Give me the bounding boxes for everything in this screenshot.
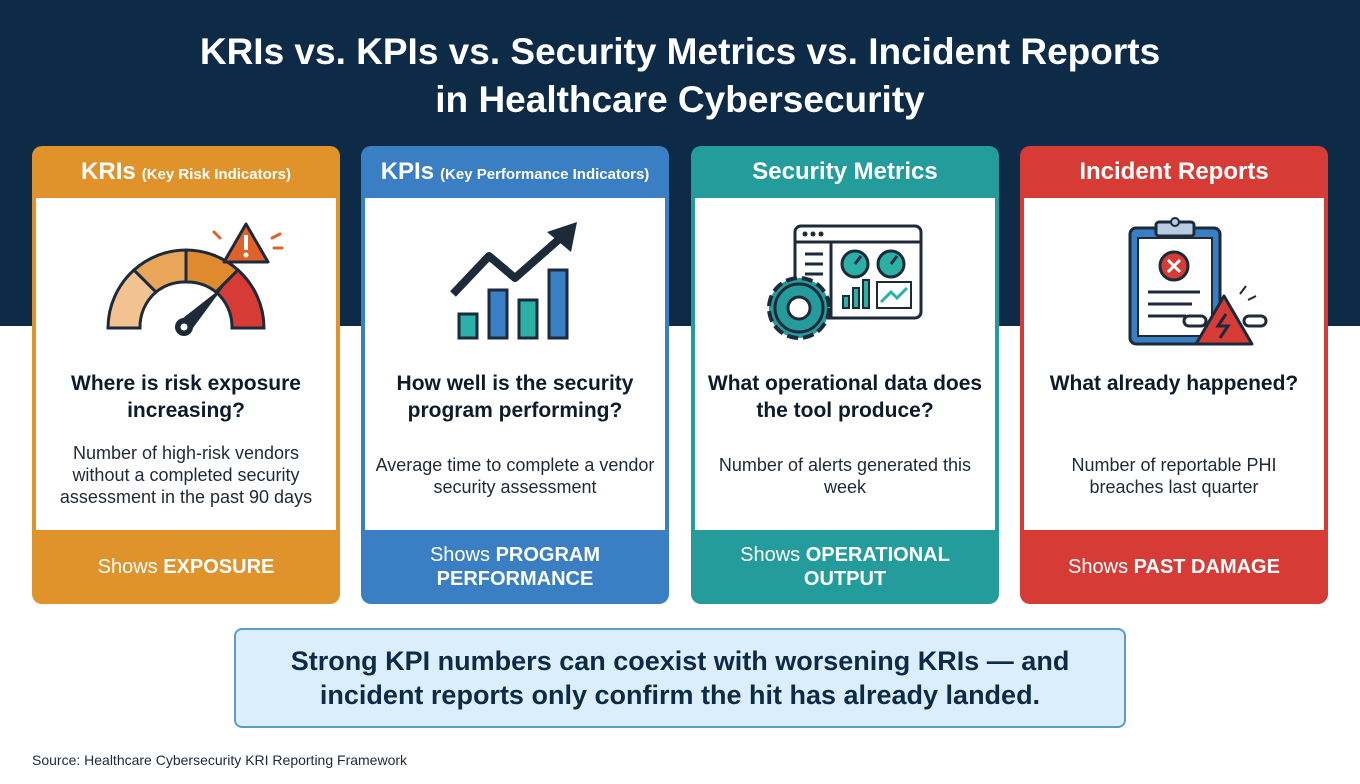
card-kris-footer: Shows EXPOSURE xyxy=(32,532,340,602)
card-incident-reports: Incident Reports What xyxy=(1020,146,1328,604)
card-kpis-heading: KPIs (Key Performance Indicators) xyxy=(361,146,669,198)
card-incident-reports-question: What already happened? xyxy=(1049,372,1299,395)
card-kris-footer-prefix: Shows xyxy=(97,556,158,578)
card-security-metrics-footer-prefix: Shows xyxy=(740,544,801,566)
page-title-line-2: in Healthcare Cybersecurity xyxy=(435,79,925,120)
risk-gauge-warning-icon xyxy=(36,216,336,376)
card-security-metrics-example: Number of alerts generated this week xyxy=(718,455,972,497)
card-incident-reports-footer-prefix: Shows xyxy=(1068,556,1129,578)
card-kpis-subtitle: (Key Performance Indicators) xyxy=(440,165,650,183)
card-kpis-footer: Shows PROGRAM PERFORMANCE xyxy=(361,532,669,602)
bar-chart-trend-up-icon xyxy=(365,216,665,376)
card-security-metrics-panel: What operational data does the tool prod… xyxy=(695,198,995,530)
card-kpis-panel: How well is the security program perform… xyxy=(365,198,665,530)
card-kpis-title: KPIs xyxy=(380,158,435,185)
card-kris: KRIs (Key Risk Indicators) Where is risk… xyxy=(32,146,340,604)
card-kris-subtitle: (Key Risk Indicators) xyxy=(141,165,291,183)
card-kpis-footer-emphasis: PROGRAM PERFORMANCE xyxy=(436,544,601,590)
card-incident-reports-footer-emphasis: PAST DAMAGE xyxy=(1133,556,1280,578)
card-kris-heading: KRIs (Key Risk Indicators) xyxy=(32,146,340,198)
card-kris-title: KRIs xyxy=(81,158,136,185)
card-incident-reports-panel: What already happened? Number of reporta… xyxy=(1024,198,1324,530)
card-security-metrics-footer: Shows OPERATIONAL OUTPUT xyxy=(691,532,999,602)
card-incident-reports-footer: Shows PAST DAMAGE xyxy=(1020,532,1328,602)
card-security-metrics-question: What operational data does the tool prod… xyxy=(707,372,983,422)
card-kris-question: Where is risk exposure increasing? xyxy=(71,372,301,422)
card-security-metrics-footer-emphasis: OPERATIONAL OUTPUT xyxy=(803,544,950,590)
card-incident-reports-heading: Incident Reports xyxy=(1020,146,1328,198)
card-kpis-example: Average time to complete a vendor securi… xyxy=(375,455,655,497)
card-kpis-question: How well is the security program perform… xyxy=(396,372,634,422)
key-takeaway-callout: Strong KPI numbers can coexist with wors… xyxy=(234,628,1126,728)
card-kpis: KPIs (Key Performance Indicators) How we… xyxy=(361,146,669,604)
callout-line-1: Strong KPI numbers can coexist with wors… xyxy=(290,646,1070,676)
page-title-line-1: KRIs vs. KPIs vs. Security Metrics vs. I… xyxy=(199,31,1161,72)
callout-line-2: incident reports only confirm the hit ha… xyxy=(319,680,1041,710)
card-incident-reports-title: Incident Reports xyxy=(1079,158,1269,185)
card-security-metrics: Security Metrics xyxy=(691,146,999,604)
card-kris-panel: Where is risk exposure increasing? Numbe… xyxy=(36,198,336,530)
clipboard-broken-chain-warning-icon xyxy=(1024,216,1324,376)
card-kris-example: Number of high-risk vendors without a co… xyxy=(59,443,313,507)
page-title: KRIs vs. KPIs vs. Security Metrics vs. I… xyxy=(0,28,1360,124)
card-kris-footer-emphasis: EXPOSURE xyxy=(163,556,275,578)
card-security-metrics-title: Security Metrics xyxy=(752,158,938,185)
dashboard-gear-icon xyxy=(695,216,995,376)
card-security-metrics-heading: Security Metrics xyxy=(691,146,999,198)
source-note: Source: Healthcare Cybersecurity KRI Rep… xyxy=(32,752,408,768)
card-kpis-footer-prefix: Shows xyxy=(429,544,490,566)
card-incident-reports-example: Number of reportable PHI breaches last q… xyxy=(1071,455,1277,497)
